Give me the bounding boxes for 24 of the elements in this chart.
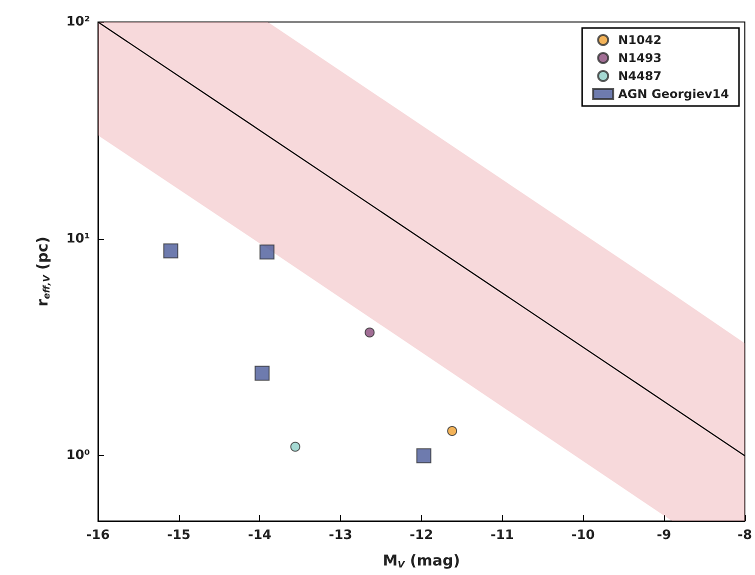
y-axis-title: reff,V (pc): [34, 236, 52, 306]
point: [447, 426, 458, 436]
y-tick-label: 10⁰: [66, 448, 90, 464]
x-tick-label: -10: [571, 528, 595, 543]
x-tick-label: -16: [86, 528, 110, 543]
y-tick-label: 10¹: [66, 231, 90, 246]
x-tick-label: -8: [738, 528, 752, 543]
x-tick-label: -12: [410, 528, 434, 543]
point: [364, 328, 375, 338]
y-tick-label: 10²: [66, 14, 90, 30]
point: [259, 244, 274, 260]
x-tick-label: -15: [167, 528, 191, 543]
x-tick-label: -14: [248, 528, 272, 543]
legend-label: N4487: [618, 69, 662, 83]
legend-label: AGN Georgiev14: [618, 87, 730, 101]
point: [290, 442, 300, 452]
x-tick-label: -11: [490, 528, 514, 543]
x-tick-label: -13: [328, 528, 352, 543]
point: [416, 448, 432, 464]
point: [254, 366, 270, 381]
x-tick-label: -9: [656, 528, 672, 543]
legend-label: N1493: [618, 51, 662, 65]
point: [163, 243, 178, 258]
legend-label: N1042: [618, 33, 662, 47]
